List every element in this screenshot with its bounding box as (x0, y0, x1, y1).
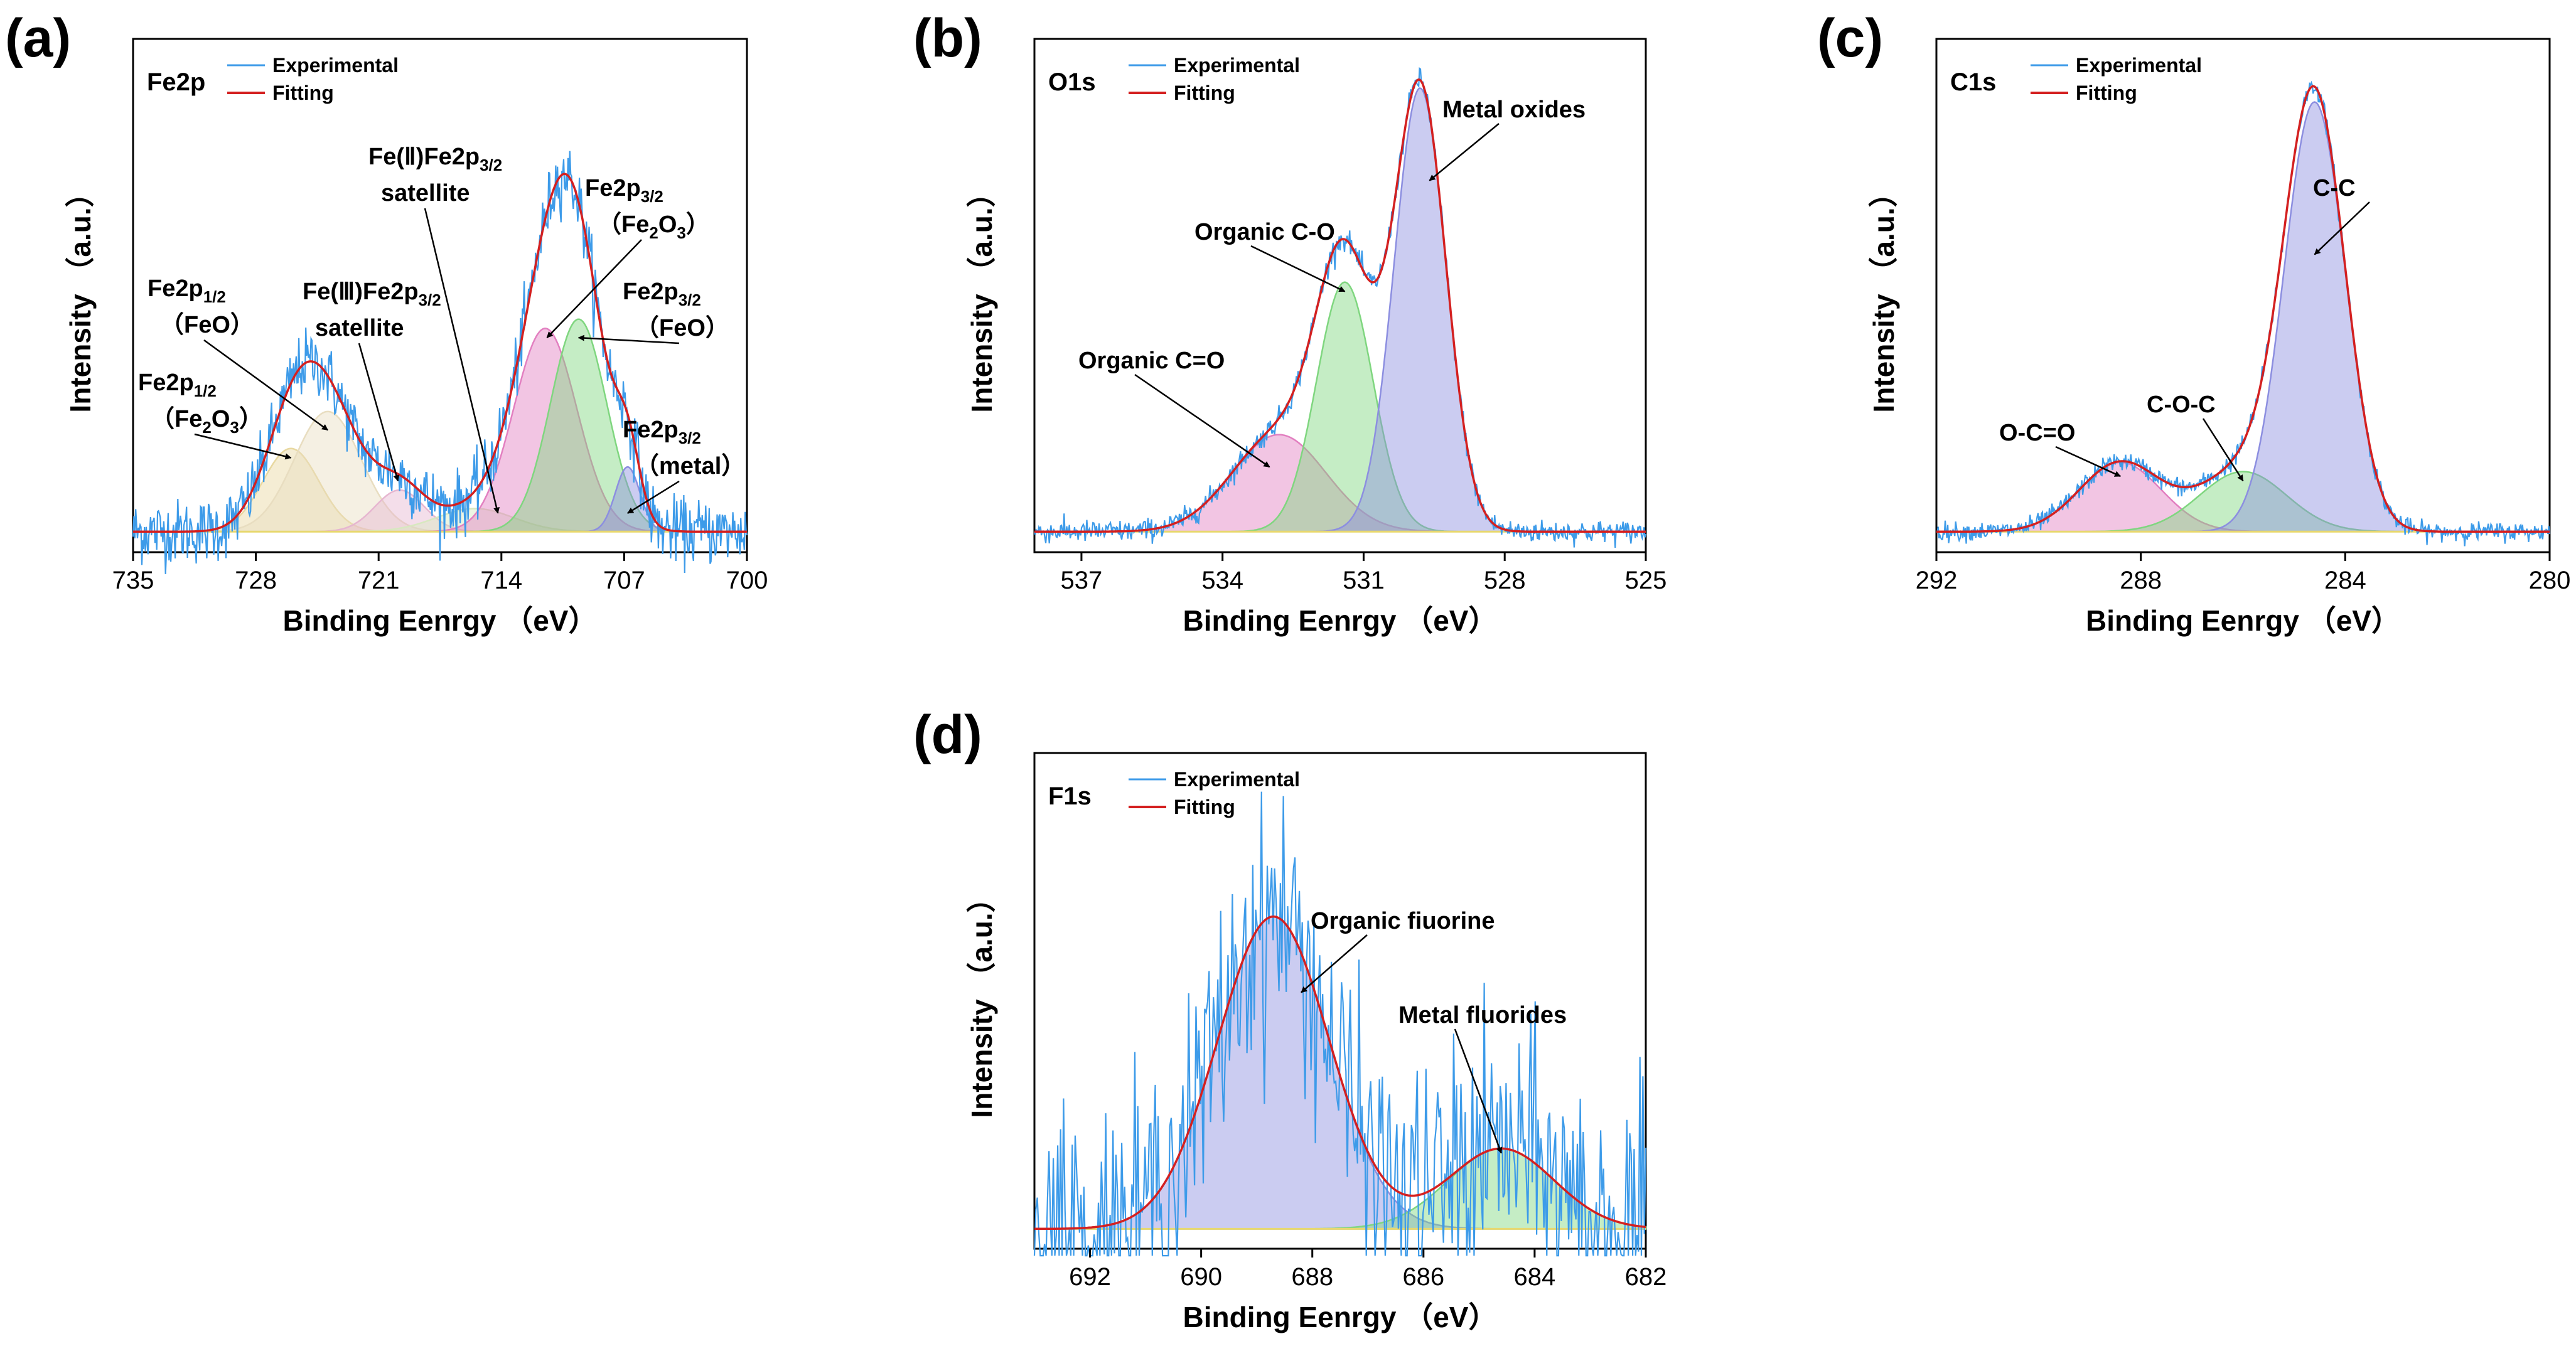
x-tick-label-c-1: 288 (2120, 567, 2162, 594)
annotation-a-0: Fe2p1/2 (138, 370, 217, 400)
legend-experimental-b: Experimental (1174, 54, 1300, 77)
plot-frame-b (1033, 38, 1647, 553)
x-tick-label-d-2: 688 (1291, 1263, 1333, 1291)
legend-experimental-d: Experimental (1174, 768, 1300, 791)
panel-a: (a) 735 728 721 714 707 700 Binding Eenrgy （eV）… (5, 8, 768, 637)
annotation-a-2: Fe(Ⅲ)Fe2p3/2 (303, 279, 441, 309)
panel-letter-c: (c) (1817, 8, 1883, 68)
annotation-a-1: Fe2p1/2 (148, 275, 226, 306)
annotation-d-0: Organic fiuorine (1311, 908, 1495, 934)
x-tick-label-b-1: 534 (1201, 567, 1243, 594)
annotation-a-5: Fe2p3/2 (623, 279, 701, 309)
legend-fitting-d: Fitting (1174, 796, 1235, 818)
x-tick-label-b-2: 531 (1343, 567, 1385, 594)
annotation-a-3: Fe(Ⅱ)Fe2p3/2 (368, 144, 502, 174)
legend-fitting-c: Fitting (2076, 82, 2137, 104)
peak-b-1 (1034, 281, 1646, 533)
annotation-arrow-b-1 (1250, 245, 1346, 292)
annotation-arrow-c-2 (2314, 201, 2370, 255)
annotation-line2-a-1: （FeO） (160, 312, 254, 338)
experimental-curve-d (1033, 791, 1647, 1257)
annotation-line2-a-4: （Fe2O3） (598, 211, 710, 242)
peak-c-2 (1936, 101, 2550, 533)
x-tick-label-a-0: 735 (112, 567, 154, 594)
annotation-arrow-d-1 (1454, 1028, 1503, 1154)
x-tick-label-d-4: 684 (1514, 1263, 1556, 1291)
x-tick-label-c-2: 284 (2324, 567, 2366, 594)
panel-tag-c: C1s (1950, 68, 1996, 96)
plot-frame-d (1033, 752, 1647, 1250)
annotation-arrow-a-1 (203, 339, 328, 431)
annotation-line2-a-3: satellite (381, 180, 470, 206)
annotation-c-0: O-C=O (1999, 420, 2075, 446)
plot-frame-c (1935, 38, 2551, 553)
x-tick-label-c-3: 280 (2529, 567, 2571, 594)
x-tick-label-b-3: 528 (1484, 567, 1526, 594)
legend-experimental-a: Experimental (272, 54, 399, 77)
annotation-b-0: Organic C=O (1078, 348, 1225, 374)
x-tick-label-d-1: 690 (1180, 1263, 1222, 1291)
x-tick-label-a-1: 728 (235, 567, 277, 594)
fitting-curve-d (1034, 915, 1646, 1231)
y-axis-title-b: Intensity （a.u.） (965, 178, 998, 412)
fitting-curve-a (133, 173, 747, 533)
x-axis-title-d: Binding Eenrgy （eV） (1183, 1301, 1498, 1333)
x-tick-label-d-0: 692 (1069, 1263, 1111, 1291)
annotation-c-2: C-C (2313, 175, 2356, 201)
legend-fitting-b: Fitting (1174, 82, 1235, 104)
annotation-arrow-a-6 (627, 480, 680, 514)
panel-tag-d: F1s (1048, 782, 1092, 810)
annotation-arrow-a-4 (546, 239, 642, 338)
x-tick-label-d-3: 686 (1402, 1263, 1444, 1291)
x-tick-label-b-4: 525 (1625, 567, 1667, 594)
panel-b: (b) 537 534 531 528 525 Binding Eenrgy （eV） Int… (913, 8, 1666, 637)
y-axis-title-c: Intensity （a.u.） (1867, 178, 1900, 412)
annotation-b-2: Metal oxides (1442, 97, 1586, 123)
panel-tag-a: Fe2p (147, 68, 205, 96)
annotation-line2-a-5: （FeO） (635, 315, 729, 341)
annotation-a-4: Fe2p3/2 (585, 175, 663, 206)
x-axis-title-b: Binding Eenrgy （eV） (1183, 604, 1498, 637)
panel-letter-b: (b) (913, 8, 982, 68)
annotation-c-1: C-O-C (2147, 392, 2216, 418)
annotation-arrow-b-0 (1134, 373, 1270, 468)
x-tick-label-b-0: 537 (1061, 567, 1103, 594)
annotation-arrow-a-0 (194, 433, 292, 460)
annotation-arrow-a-2 (358, 343, 400, 482)
annotation-arrow-b-2 (1429, 123, 1500, 181)
annotation-arrow-a-5 (577, 334, 680, 344)
experimental-curve-b (1033, 67, 1647, 548)
annotation-b-1: Organic C-O (1194, 219, 1335, 245)
annotation-a-6: Fe2p3/2 (623, 417, 701, 447)
fitting-curve-c (1936, 85, 2550, 533)
annotation-arrow-c-0 (2055, 446, 2122, 478)
x-tick-label-a-2: 721 (358, 567, 400, 594)
x-tick-label-d-5: 682 (1625, 1263, 1667, 1291)
annotation-line2-a-0: （Fe2O3） (151, 406, 263, 437)
annotation-arrow-c-1 (2202, 418, 2244, 482)
x-axis-title-a: Binding Eenrgy （eV） (283, 604, 598, 637)
panel-letter-d: (d) (913, 705, 982, 765)
annotation-line2-a-6: （metal） (635, 453, 745, 479)
x-axis-title-c: Binding Eenrgy （eV） (2086, 604, 2400, 637)
legend-fitting-a: Fitting (272, 82, 334, 104)
panel-c: (c) 292 288 284 280 Binding Eenrgy （eV） Intens… (1817, 8, 2570, 637)
annotation-arrow-a-3 (424, 208, 500, 514)
y-axis-title-d: Intensity （a.u.） (965, 884, 998, 1118)
panel-tag-b: O1s (1048, 68, 1096, 96)
x-tick-label-c-0: 292 (1916, 567, 1958, 594)
x-tick-label-a-5: 700 (726, 567, 768, 594)
panel-d: (d) 692 690 688 686 684 682 Binding Eenrgy （eV）… (913, 705, 1666, 1333)
y-axis-title-a: Intensity （a.u.） (64, 178, 97, 412)
annotation-line2-a-2: satellite (315, 315, 404, 341)
x-tick-label-a-4: 707 (603, 567, 645, 594)
experimental-curve-a (132, 151, 748, 574)
annotation-d-1: Metal fluorides (1398, 1002, 1567, 1028)
legend-experimental-c: Experimental (2076, 54, 2202, 77)
fitting-curve-b (1034, 78, 1646, 533)
annotation-arrow-d-0 (1301, 934, 1368, 993)
x-tick-label-a-3: 714 (480, 567, 522, 594)
panel-letter-a: (a) (5, 8, 71, 68)
